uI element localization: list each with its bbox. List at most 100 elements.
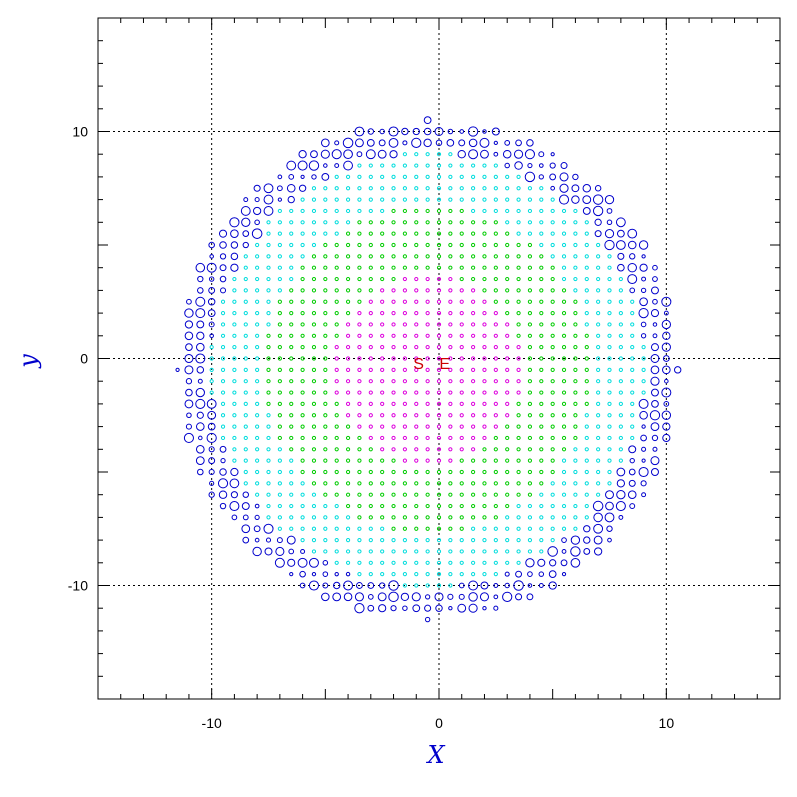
data-point — [560, 559, 568, 567]
data-point — [505, 288, 510, 293]
data-point — [561, 413, 567, 418]
data-point — [334, 197, 339, 202]
data-point — [662, 355, 670, 362]
data-point — [334, 424, 339, 429]
data-point — [505, 174, 510, 179]
data-point — [459, 254, 464, 259]
data-point — [277, 254, 282, 259]
data-point — [661, 319, 672, 330]
data-point — [345, 538, 351, 543]
data-point — [311, 356, 317, 361]
data-point — [377, 592, 387, 602]
data-point — [493, 401, 498, 406]
data-point — [550, 333, 555, 338]
data-point — [266, 435, 271, 441]
data-point — [618, 514, 624, 520]
data-point — [414, 265, 419, 270]
data-point — [196, 342, 205, 352]
data-point — [561, 220, 567, 225]
data-point — [391, 549, 396, 554]
data-point — [459, 401, 464, 406]
data-point — [186, 412, 192, 419]
data-point — [527, 481, 533, 486]
data-point — [276, 537, 283, 544]
data-point — [255, 345, 260, 350]
data-point — [482, 379, 487, 384]
data-point — [539, 311, 544, 316]
data-point — [184, 320, 194, 329]
data-point — [527, 265, 533, 270]
data-point — [357, 163, 362, 168]
data-point — [436, 401, 442, 406]
data-point — [266, 254, 271, 259]
data-point — [516, 515, 521, 520]
data-point — [311, 401, 317, 406]
data-point — [275, 546, 285, 556]
data-point — [550, 413, 555, 418]
data-point — [254, 503, 260, 509]
data-point — [380, 435, 385, 441]
data-point — [311, 526, 317, 531]
data-point — [505, 265, 510, 270]
data-point — [607, 288, 612, 293]
data-point — [243, 254, 248, 259]
data-point — [467, 126, 479, 137]
data-point — [242, 230, 250, 237]
data-point — [331, 149, 342, 160]
data-point — [334, 299, 339, 304]
data-point — [300, 401, 305, 406]
data-point — [539, 390, 544, 395]
data-point — [289, 356, 294, 361]
data-point — [561, 345, 567, 350]
data-point — [209, 390, 214, 395]
data-point — [516, 254, 521, 259]
data-point — [539, 186, 544, 191]
data-point — [289, 447, 294, 452]
data-point — [311, 447, 317, 452]
data-point — [493, 265, 498, 270]
data-point — [298, 150, 307, 159]
data-point — [232, 447, 237, 452]
data-point — [583, 536, 591, 544]
data-point — [605, 501, 614, 511]
data-point — [323, 333, 328, 338]
data-point — [448, 390, 453, 395]
data-point — [561, 208, 567, 214]
data-point — [471, 503, 476, 509]
data-point — [380, 265, 385, 270]
data-point — [594, 185, 602, 192]
data-point — [618, 288, 623, 293]
data-point — [618, 379, 623, 384]
data-point — [266, 515, 271, 520]
data-point — [357, 174, 362, 179]
data-point — [311, 379, 317, 384]
data-point — [184, 353, 194, 364]
data-point — [652, 298, 658, 305]
data-point — [425, 220, 430, 225]
data-point — [368, 379, 373, 384]
data-point — [513, 149, 524, 159]
data-point — [448, 254, 453, 259]
data-point — [596, 481, 601, 486]
data-point — [459, 220, 464, 225]
data-point — [277, 311, 282, 316]
data-point — [526, 593, 534, 601]
data-point — [641, 446, 647, 452]
data-point — [561, 242, 567, 248]
data-point — [482, 538, 487, 543]
data-point — [650, 456, 660, 466]
data-point — [402, 424, 407, 429]
data-point — [311, 186, 317, 191]
data-point — [402, 538, 407, 543]
data-point — [640, 321, 647, 328]
data-point — [630, 299, 635, 304]
data-point — [573, 299, 578, 304]
data-points — [175, 116, 682, 623]
data-point — [527, 254, 533, 259]
data-point — [573, 481, 578, 486]
data-point — [436, 435, 442, 441]
data-point — [527, 333, 533, 338]
data-point — [448, 345, 453, 350]
data-point — [491, 127, 500, 136]
data-point — [195, 308, 206, 319]
